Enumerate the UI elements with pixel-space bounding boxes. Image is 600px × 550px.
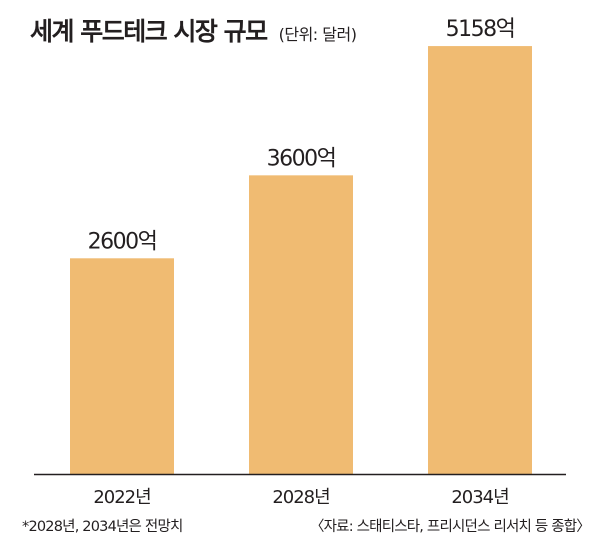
source-note: 〈자료: 스태티스타, 프리시던스 리서치 등 종합〉 bbox=[309, 519, 591, 535]
bar-2022년 bbox=[70, 258, 174, 474]
value-label: 5158억 bbox=[446, 17, 515, 42]
x-tick-label: 2028년 bbox=[272, 487, 329, 508]
value-label: 3600억 bbox=[267, 146, 336, 171]
title-row: 세계 푸드테크 시장 규모 (단위: 달러) bbox=[30, 12, 357, 52]
bar-2028년 bbox=[249, 175, 353, 475]
x-tick-label: 2034년 bbox=[451, 487, 508, 508]
value-label: 2600억 bbox=[88, 229, 157, 254]
chart-title: 세계 푸드테크 시장 규모 bbox=[30, 17, 268, 46]
unit-note: (단위: 달러) bbox=[278, 25, 357, 44]
footnote: *2028년, 2034년은 전망치 bbox=[22, 519, 183, 535]
x-tick-label: 2022년 bbox=[93, 487, 150, 508]
bar-2034년 bbox=[428, 46, 532, 475]
